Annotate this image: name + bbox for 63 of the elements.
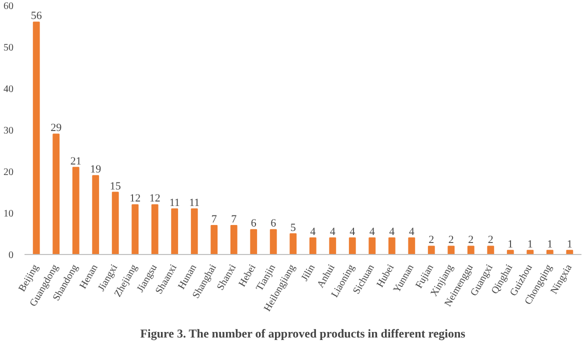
- data-label: 12: [130, 192, 141, 205]
- bar: [270, 229, 277, 254]
- data-label: 2: [468, 234, 474, 246]
- data-label: 7: [211, 213, 218, 226]
- bar: [112, 192, 119, 254]
- data-label: 7: [231, 213, 238, 226]
- bar: [250, 229, 258, 254]
- data-label: 21: [70, 155, 82, 168]
- bar: [368, 237, 376, 254]
- bar: [92, 175, 100, 254]
- data-label: 1: [566, 238, 572, 250]
- bar: [428, 246, 435, 254]
- data-label: 56: [30, 10, 42, 22]
- bar: [506, 250, 514, 254]
- data-label: 1: [527, 238, 533, 250]
- data-label: 6: [250, 218, 257, 230]
- y-tick-label: 30: [4, 126, 14, 136]
- data-label: 19: [90, 164, 102, 176]
- bar: [32, 22, 40, 254]
- data-label: 5: [290, 222, 296, 234]
- bar: [290, 233, 297, 254]
- bar: [210, 224, 218, 254]
- bar: [52, 134, 60, 254]
- text: Figure 3. The number of approved products in different regions: [140, 326, 466, 340]
- data-label: 2: [428, 234, 434, 246]
- bar: [151, 204, 158, 254]
- y-tick-label: 50: [4, 42, 14, 54]
- y-tick-label: 40: [4, 84, 14, 95]
- bar: [408, 237, 416, 254]
- bar: [132, 204, 139, 254]
- bar: [546, 250, 554, 254]
- data-label: 4: [369, 226, 376, 238]
- data-label: 12: [149, 192, 160, 205]
- data-label: 15: [110, 180, 122, 192]
- data-label: 4: [330, 226, 336, 238]
- y-tick-label: 20: [4, 167, 14, 178]
- y-tick-label: 60: [4, 1, 14, 12]
- data-label: 29: [50, 122, 62, 134]
- data-label: 4: [350, 226, 356, 238]
- bar: [309, 237, 316, 254]
- data-label: 11: [169, 196, 180, 209]
- bar: [348, 237, 356, 254]
- data-label: 1: [547, 238, 553, 250]
- x-tick-label: Jilin: [300, 262, 318, 284]
- data-label: 11: [189, 196, 200, 209]
- data-label: 2: [448, 234, 454, 246]
- bar: [487, 246, 494, 254]
- bar: [190, 208, 198, 254]
- bar: [329, 237, 336, 254]
- y-tick-label: 0: [8, 250, 14, 261]
- data-label: 4: [310, 226, 316, 238]
- bar: [72, 166, 80, 254]
- bar: [388, 237, 396, 254]
- bar: [448, 246, 455, 254]
- data-label: 1: [508, 238, 514, 250]
- bar: [467, 246, 474, 254]
- data-label: 6: [270, 218, 277, 230]
- data-label: 2: [488, 234, 494, 246]
- data-label: 4: [408, 226, 415, 238]
- y-tick-label: 10: [4, 208, 14, 220]
- data-label: 4: [389, 226, 396, 238]
- bar: [171, 208, 178, 254]
- bar: [230, 224, 238, 254]
